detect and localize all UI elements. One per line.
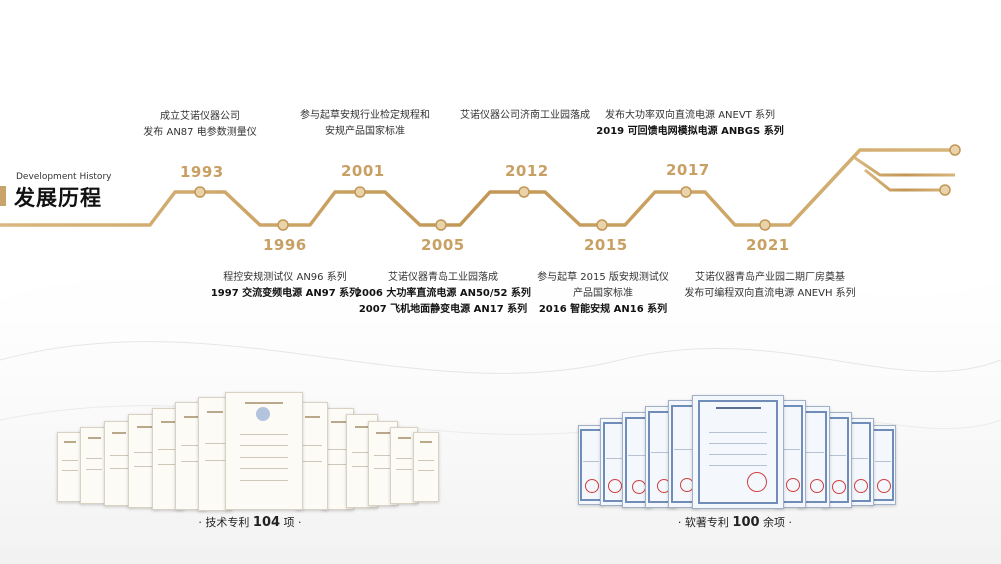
event-line: 2007 飞机地面静变电源 AN17 系列 [358, 304, 528, 315]
event-line: 发布大功率双向直流电源 ANEVT 系列 [605, 110, 775, 121]
certificate [413, 432, 439, 502]
node-1996 [277, 219, 289, 231]
certificate [57, 432, 83, 502]
event-line: 2019 可回馈电网模拟电源 ANBGS 系列 [596, 126, 784, 137]
event-2021: 艾诺仪器青岛产业园二期厂房奠基 发布可编程双向直流电源 ANEVH 系列 [680, 270, 860, 302]
event-2005: 艾诺仪器青岛工业园落成 2006 大功率直流电源 AN50/52 系列 2007… [353, 270, 533, 318]
node-2021 [759, 219, 771, 231]
event-line: 2006 大功率直流电源 AN50/52 系列 [355, 288, 531, 299]
event-2001: 参与起草安规行业检定规程和 安规产品国家标准 [290, 108, 440, 140]
event-line: 安规产品国家标准 [325, 126, 405, 137]
year-2012: 2012 [505, 162, 549, 180]
software-suffix: 余项 · [759, 516, 793, 529]
event-line: 发布 AN87 电参数测量仪 [143, 127, 257, 138]
event-line: 1997 交流变频电源 AN97 系列 [210, 288, 360, 299]
node-1993 [194, 186, 206, 198]
software-prefix: · 软著专利 [677, 516, 733, 529]
year-1996: 1996 [263, 236, 307, 254]
event-line: 程控安规测试仪 AN96 系列 [223, 272, 347, 283]
year-2001: 2001 [341, 162, 385, 180]
node-2015 [596, 219, 608, 231]
software-count: 100 [732, 515, 760, 530]
event-line: 产品国家标准 [573, 288, 633, 299]
year-2005: 2005 [421, 236, 465, 254]
year-2015: 2015 [584, 236, 628, 254]
node-2017 [680, 186, 692, 198]
software-caption: · 软著专利 100 余项 · [670, 514, 800, 530]
event-line: 2016 智能安规 AN16 系列 [538, 304, 668, 315]
heading-english: Development History [16, 172, 112, 182]
event-line: 艾诺仪器青岛产业园二期厂房奠基 [695, 272, 845, 283]
patents-suffix: 项 · [280, 516, 302, 529]
event-line: 成立艾诺仪器公司 [160, 111, 240, 122]
event-1996: 程控安规测试仪 AN96 系列 1997 交流变频电源 AN97 系列 [205, 270, 365, 302]
certificate [80, 427, 108, 504]
patents-count: 104 [252, 515, 281, 530]
certificate-front [225, 392, 303, 510]
heading-chinese: 发展历程 [14, 186, 102, 210]
event-line: 参与起草 2015 版安规测试仪 [537, 272, 669, 283]
event-line: 艾诺仪器公司济南工业园落成 [460, 110, 590, 121]
patents-caption: · 技术专利 104 项 · [185, 514, 315, 530]
end-node-2 [939, 184, 951, 196]
event-2012: 艾诺仪器公司济南工业园落成 [450, 108, 600, 124]
timeline-nodes [194, 144, 961, 231]
event-line: 发布可编程双向直流电源 ANEVH 系列 [684, 288, 856, 299]
node-2001 [354, 186, 366, 198]
event-1993: 成立艾诺仪器公司 发布 AN87 电参数测量仪 [140, 109, 260, 141]
year-2021: 2021 [746, 236, 790, 254]
patents-prefix: · 技术专利 [198, 516, 253, 529]
node-2012 [518, 186, 530, 198]
year-1993: 1993 [180, 163, 224, 181]
event-2015: 参与起草 2015 版安规测试仪 产品国家标准 2016 智能安规 AN16 系… [528, 270, 678, 318]
year-2017: 2017 [666, 161, 710, 179]
event-line: 参与起草安规行业检定规程和 [300, 110, 430, 121]
event-2017: 发布大功率双向直流电源 ANEVT 系列 2019 可回馈电网模拟电源 ANBG… [595, 108, 785, 140]
certificate-front [692, 395, 784, 509]
event-line: 艾诺仪器青岛工业园落成 [388, 272, 498, 283]
end-node-1 [949, 144, 961, 156]
heading-accent-bar [0, 186, 6, 206]
node-2005 [435, 219, 447, 231]
